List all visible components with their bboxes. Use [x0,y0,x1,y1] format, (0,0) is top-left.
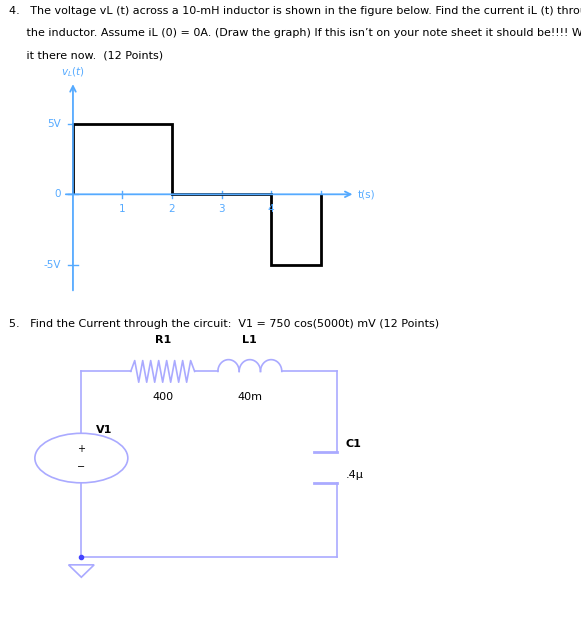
Text: 5.   Find the Current through the circuit:  V1 = 750 cos(5000t) mV (12 Points): 5. Find the Current through the circuit:… [9,319,439,329]
Text: 4: 4 [268,204,274,214]
Text: the inductor. Assume iL (0) = 0A. (Draw the graph) If this isn’t on your note sh: the inductor. Assume iL (0) = 0A. (Draw … [9,28,581,38]
Text: $v_L(t) = L\ \dfrac{di_L(t)}{dt}$: $v_L(t) = L\ \dfrac{di_L(t)}{dt}$ [221,80,313,111]
Text: .4μ: .4μ [346,470,364,480]
Text: 2: 2 [168,204,175,214]
Text: 1: 1 [119,204,126,214]
Text: 5V: 5V [47,119,60,129]
Text: $v_L(t)$: $v_L(t)$ [60,65,84,79]
Text: V1: V1 [96,425,112,435]
Text: 40m: 40m [237,391,263,402]
Text: +: + [77,444,85,454]
Text: it there now.  (12 Points): it there now. (12 Points) [9,51,163,61]
Text: L1: L1 [242,335,257,345]
Text: t(s): t(s) [358,189,375,199]
Text: R1: R1 [155,335,171,345]
Text: -5V: -5V [43,260,60,270]
Text: C1: C1 [346,439,361,449]
Text: 4.   The voltage vL (t) across a 10-mH inductor is shown in the figure below. Fi: 4. The voltage vL (t) across a 10-mH ind… [9,6,581,16]
Text: 3: 3 [218,204,225,214]
Text: 0: 0 [54,189,60,199]
Text: 400: 400 [152,391,173,402]
Text: −: − [77,462,85,472]
